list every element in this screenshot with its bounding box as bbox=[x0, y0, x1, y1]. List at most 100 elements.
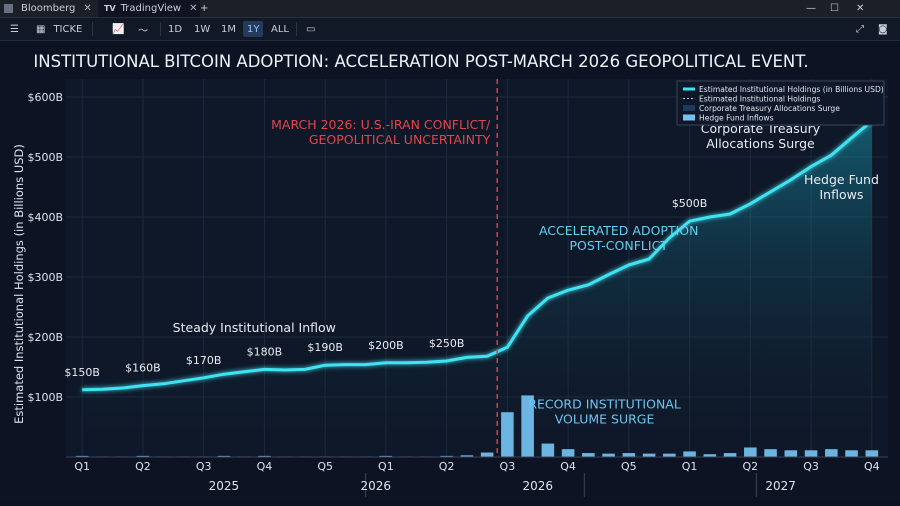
bar bbox=[784, 450, 798, 457]
data-label: $160B bbox=[125, 362, 161, 375]
tab-tradingview[interactable]: TV TradingView ✕ bbox=[98, 0, 200, 17]
chart-svg: INSTITUTIONAL BITCOIN ADOPTION: ACCELERA… bbox=[0, 41, 900, 502]
close-icon[interactable]: ✕ bbox=[83, 3, 92, 14]
plus-icon: + bbox=[200, 3, 209, 14]
series-line bbox=[82, 119, 873, 392]
legend-label: Corporate Treasury Allocations Surge bbox=[699, 104, 840, 113]
camera-icon: ◙ bbox=[878, 23, 888, 35]
maximize-button[interactable]: ☐ bbox=[830, 0, 839, 17]
x-tick-label: Q5 bbox=[317, 460, 333, 473]
annotation: RECORD INSTITUTIONAL bbox=[528, 396, 681, 411]
bar-chart-icon: 📈 bbox=[112, 23, 125, 35]
year-label: 2025 bbox=[209, 479, 240, 493]
maximize-icon: ☐ bbox=[830, 3, 839, 14]
x-tick-label: Q3 bbox=[500, 460, 516, 473]
annotation: POST-CONFLICT bbox=[570, 238, 669, 253]
y-tick-label: $500B bbox=[27, 151, 63, 164]
close-icon[interactable]: ✕ bbox=[189, 3, 198, 14]
chart-panel: INSTITUTIONAL BITCOIN ADOPTION: ACCELERA… bbox=[0, 41, 900, 502]
range-label: ALL bbox=[271, 23, 289, 35]
y-tick-label: $200B bbox=[27, 331, 63, 344]
bar bbox=[460, 455, 474, 457]
x-tick-label: Q4 bbox=[560, 460, 576, 473]
bar bbox=[541, 443, 555, 457]
x-tick-label: Q3 bbox=[196, 460, 212, 473]
legend-swatch bbox=[683, 105, 695, 111]
data-label: $200B bbox=[368, 339, 404, 352]
browser-tab-bar: Bloomberg ✕ TV TradingView ✕ + — ☐ ✕ bbox=[0, 0, 900, 18]
bar bbox=[703, 454, 717, 457]
minimize-icon: — bbox=[806, 3, 816, 14]
bar bbox=[865, 450, 879, 457]
bar bbox=[501, 412, 514, 457]
bar bbox=[764, 449, 777, 457]
data-label: $250B bbox=[429, 337, 465, 350]
bar bbox=[744, 447, 757, 457]
bar bbox=[440, 455, 453, 457]
calendar-icon: ▭ bbox=[306, 23, 316, 35]
bar bbox=[582, 453, 595, 457]
tab-label: Bloomberg bbox=[21, 3, 76, 14]
x-tick-label: Q2 bbox=[135, 460, 151, 473]
bar bbox=[521, 395, 534, 457]
range-label: 1Y bbox=[247, 23, 260, 35]
range-1d-button[interactable]: 1D bbox=[168, 21, 182, 37]
data-label: $150B bbox=[64, 366, 100, 379]
data-label: $500B bbox=[672, 197, 708, 210]
symbol-search[interactable]: ▦ TICKE bbox=[36, 21, 82, 37]
year-label: 2027 bbox=[765, 479, 796, 493]
annotation: Steady Institutional Inflow bbox=[173, 320, 336, 335]
bar bbox=[75, 455, 89, 457]
legend-swatch bbox=[683, 114, 695, 121]
close-icon: ✕ bbox=[856, 3, 865, 14]
minimize-button[interactable]: — bbox=[806, 0, 816, 17]
bar bbox=[622, 453, 636, 457]
divider bbox=[92, 22, 93, 36]
x-tick-label: Q3 bbox=[803, 460, 819, 473]
bar bbox=[561, 449, 575, 457]
close-window-button[interactable]: ✕ bbox=[856, 0, 864, 17]
symbol-label: TICKE bbox=[53, 23, 83, 35]
chart-type-button[interactable]: 📈 bbox=[112, 21, 124, 37]
bar bbox=[217, 455, 231, 457]
annotation: Hedge Fund bbox=[804, 172, 879, 187]
x-tick-label: Q1 bbox=[74, 460, 90, 473]
bar bbox=[683, 451, 696, 457]
y-tick-label: $100B bbox=[27, 391, 63, 404]
tradingview-logo-icon: TV bbox=[104, 4, 116, 13]
legend-label: Hedge Fund Inflows bbox=[699, 114, 774, 123]
fullscreen-button[interactable]: ⤢ bbox=[856, 21, 864, 37]
chart-title: INSTITUTIONAL BITCOIN ADOPTION: ACCELERA… bbox=[33, 52, 808, 71]
bar bbox=[825, 449, 838, 457]
bar bbox=[602, 453, 615, 457]
bar bbox=[480, 452, 494, 457]
tab-bloomberg[interactable]: Bloomberg ✕ bbox=[4, 0, 96, 17]
data-label: $170B bbox=[186, 354, 222, 367]
legend-label: Estimated Institutional Holdings bbox=[699, 95, 820, 104]
snapshot-button[interactable]: ◙ bbox=[878, 21, 888, 37]
menu-icon: ☰ bbox=[10, 23, 19, 35]
x-tick-label: Q4 bbox=[257, 460, 273, 473]
x-tick-label: Q4 bbox=[864, 460, 880, 473]
range-label: 1D bbox=[168, 23, 183, 35]
new-tab-button[interactable]: + bbox=[200, 0, 208, 17]
menu-button[interactable]: ☰ bbox=[10, 21, 19, 37]
year-label: 2026 bbox=[360, 479, 391, 493]
range-1y-button[interactable]: 1Y bbox=[243, 21, 264, 37]
expand-icon: ⤢ bbox=[856, 23, 864, 35]
bar bbox=[136, 455, 150, 457]
range-all-button[interactable]: ALL bbox=[271, 21, 289, 37]
range-1w-button[interactable]: 1W bbox=[194, 21, 210, 37]
data-label: $190B bbox=[307, 341, 343, 354]
bar bbox=[804, 450, 818, 457]
indicator-button[interactable]: 〜 bbox=[138, 21, 148, 37]
y-axis-label: Estimated Institutional Holdings (in Bil… bbox=[12, 144, 26, 424]
bloomberg-tab-icon bbox=[4, 4, 13, 13]
bar bbox=[379, 455, 393, 457]
series-area bbox=[82, 121, 872, 457]
legend-box bbox=[676, 80, 885, 126]
bar bbox=[642, 453, 656, 457]
divider bbox=[160, 22, 161, 36]
calendar-button[interactable]: ▭ bbox=[306, 21, 315, 37]
range-1m-button[interactable]: 1M bbox=[221, 21, 236, 37]
